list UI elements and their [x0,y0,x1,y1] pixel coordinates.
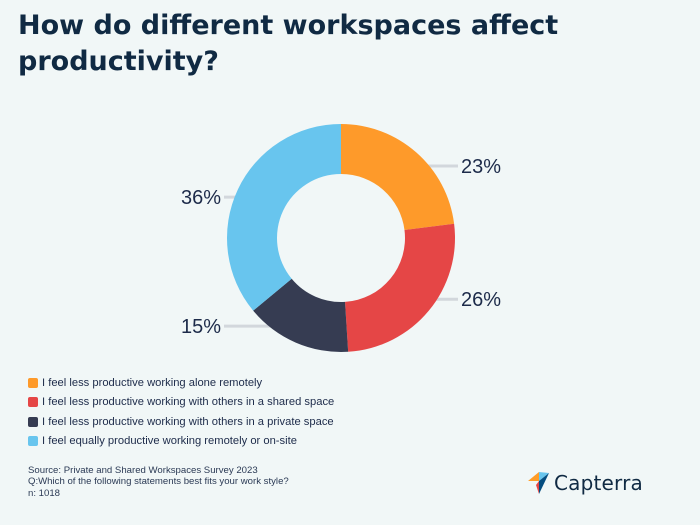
logo-shape [539,473,549,494]
legend-swatch [28,397,38,408]
legend-label: I feel less productive working alone rem… [42,376,263,389]
sample-size-line: n: 1018 [28,487,61,499]
capterra-arrow-icon [528,472,549,494]
legend-swatch [28,377,38,388]
legend-label: I feel equally productive working remote… [42,435,297,448]
chart-legend: I feel less productive working alone rem… [28,373,528,451]
logo-shape [539,472,549,481]
source-line: Source: Private and Shared Workspaces Su… [28,465,258,476]
legend-swatch [28,416,38,427]
logo-shape [528,472,539,481]
percentage-labels: 23% 26% 15% 36% [181,156,501,338]
donut-slice [253,278,349,353]
capterra-logo: Capterra [527,471,643,495]
percentage-label: 23% [461,156,501,178]
question-line: Q:Which of the following statements best… [28,476,289,488]
donut-slice [345,223,455,352]
legend-label: I feel less productive working with othe… [42,415,334,428]
legend-item: I feel less productive working with othe… [28,412,528,432]
donut-slice [226,124,341,311]
legend-item: I feel equally productive working remote… [28,432,528,452]
source-note: Source: Private and Shared Workspaces Su… [28,465,289,499]
chart-title: How do different workspaces affect produ… [18,10,559,77]
legend-label: I feel less productive working with othe… [42,396,335,409]
legend-item: I feel less productive working alone rem… [28,373,528,393]
donut-slices [226,124,455,353]
logo-text: Capterra [554,471,644,495]
percentage-label: 15% [181,316,221,338]
percentage-label: 36% [181,187,221,209]
legend-item: I feel less productive working with othe… [28,393,528,413]
percentage-label: 26% [461,289,501,311]
donut-chart: 23% 26% 15% 36% [181,124,501,353]
legend-swatch [28,436,38,447]
logo-shape [536,481,539,494]
donut-slice [341,124,455,230]
